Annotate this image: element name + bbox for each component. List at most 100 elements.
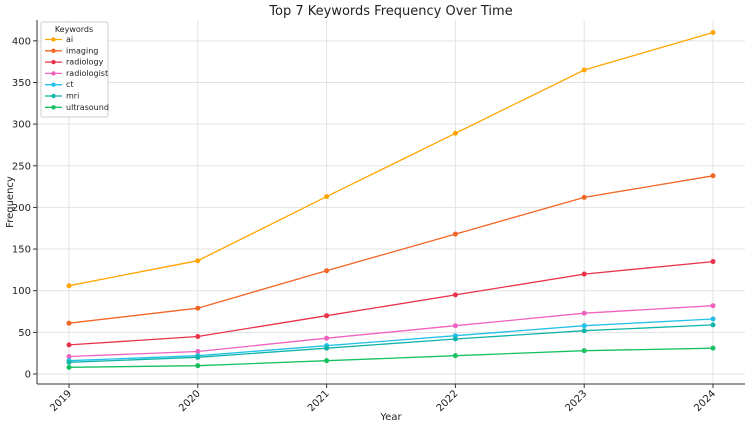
series-line [68, 318, 714, 362]
series-imaging [66, 173, 716, 326]
y-axis-title: Frequency [5, 176, 16, 228]
data-point [66, 283, 72, 289]
series-ai [66, 29, 716, 289]
data-point [195, 305, 201, 311]
x-tick-label: 2022 [435, 388, 461, 414]
series-line [68, 31, 714, 287]
legend: Keywords ai imaging radiology radiologist ct… [40, 21, 109, 118]
grid [37, 20, 745, 384]
data-point [452, 231, 458, 237]
tick-labels: 0 50 100 150 200 250 300 350 400 2019 2020 2021 2022… [12, 36, 718, 414]
data-point [581, 194, 587, 200]
legend-swatch-marker [51, 37, 56, 42]
data-point [195, 363, 201, 369]
data-point [581, 271, 587, 277]
legend-label: imaging [66, 46, 98, 55]
y-tick-label: 50 [18, 328, 31, 339]
series-ultrasound [66, 345, 716, 370]
data-point [581, 323, 587, 329]
data-point [710, 316, 716, 322]
data-point [195, 354, 201, 360]
data-point [66, 359, 72, 365]
legend-item: ct [45, 80, 74, 89]
series-mri [66, 322, 716, 365]
data-point [710, 322, 716, 328]
data-point [452, 336, 458, 342]
legend-swatch-marker [51, 105, 56, 110]
legend-swatch-marker [51, 93, 56, 99]
data-point [324, 313, 330, 319]
axes [36, 20, 745, 385]
legend-item: mri [45, 92, 79, 101]
data-point [324, 268, 330, 274]
data-point [710, 173, 716, 179]
legend-label: radiology [66, 58, 104, 67]
legend-label: ct [66, 80, 74, 89]
legend-swatch-marker [51, 59, 56, 65]
legend-swatch-marker [51, 48, 56, 53]
x-axis-title: Year [379, 412, 402, 423]
series-line [68, 324, 714, 363]
data-point [324, 358, 330, 364]
legend-item: ultrasound [45, 103, 109, 112]
legend-item: radiologist [45, 69, 108, 78]
legend-item: ai [45, 35, 73, 44]
legend-swatch-marker [51, 71, 56, 76]
y-tick-label: 200 [12, 203, 31, 214]
data-point [581, 310, 587, 316]
legend-swatch-marker [51, 82, 56, 87]
series-line [68, 260, 714, 346]
legend-box [40, 21, 109, 118]
data-point [324, 345, 330, 351]
data-point [581, 348, 587, 354]
legend-label: mri [66, 92, 79, 101]
data-point [66, 354, 72, 360]
data-point [452, 130, 458, 136]
series-radiology [66, 259, 716, 348]
data-point [581, 67, 587, 73]
y-tick-label: 300 [12, 120, 31, 131]
y-tick-label: 0 [25, 370, 31, 381]
x-tick-label: 2023 [564, 388, 590, 414]
legend-label: radiologist [66, 69, 108, 78]
x-tick-label: 2024 [692, 388, 718, 414]
y-tick-label: 150 [12, 245, 31, 256]
data-point [66, 320, 72, 326]
legend-label: ai [66, 35, 73, 44]
legend-label: ultrasound [66, 103, 109, 112]
data-point [324, 194, 330, 200]
data-point [195, 349, 201, 355]
data-point [195, 258, 201, 264]
series-line [68, 347, 714, 368]
series [66, 29, 716, 370]
chart-title: Top 7 Keywords Frequency Over Time [268, 4, 512, 19]
data-point [452, 323, 458, 329]
series-ct [66, 316, 716, 364]
data-point [324, 335, 330, 341]
y-tick-label: 100 [12, 286, 31, 297]
data-point [195, 334, 201, 340]
x-tick-label: 2020 [177, 388, 203, 414]
data-point [710, 303, 716, 309]
legend-title: Keywords [55, 25, 93, 34]
x-tick-label: 2021 [306, 388, 332, 414]
legend-item: radiology [45, 58, 104, 67]
series-radiologist [66, 303, 716, 360]
x-tick-label: 2019 [48, 388, 74, 414]
data-point [710, 345, 716, 351]
data-point [66, 342, 72, 348]
data-point [452, 292, 458, 298]
data-point [710, 29, 716, 35]
data-point [710, 259, 716, 265]
y-tick-label: 250 [12, 161, 31, 172]
y-tick-label: 400 [12, 36, 31, 47]
data-point [452, 353, 458, 359]
series-line [68, 175, 714, 324]
legend-item: imaging [45, 46, 98, 55]
series-line [68, 305, 714, 358]
data-point [581, 328, 587, 334]
y-tick-label: 350 [12, 78, 31, 89]
data-point [66, 364, 72, 370]
